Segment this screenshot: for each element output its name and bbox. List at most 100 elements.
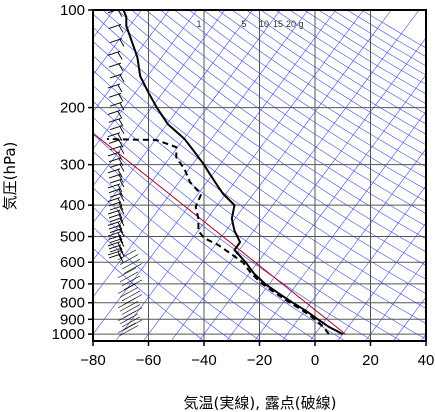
x-tick-label: 0 [311,352,319,369]
moist-reference-line [93,132,346,335]
wind-barbs [107,10,143,336]
wind-barb [108,244,122,250]
y-tick-label: 500 [60,229,85,246]
x-tick-label: −60 [136,352,161,369]
wind-barb [107,209,121,215]
wind-barb [121,316,141,328]
wind-barb [109,238,123,244]
pressure-gridlines [92,9,427,341]
wind-barb [109,163,123,168]
wind-barb-flag [118,25,124,33]
dry-adiabat [93,168,317,341]
wind-barb-flag [119,218,125,226]
wind-barb [108,188,122,194]
dry-adiabat [361,10,426,49]
wind-barb-flag [119,74,125,83]
mixing-ratio-labels: 1 5 10 15 20 g [196,19,303,29]
profile-series [106,10,344,335]
wind-barb [123,279,143,291]
dry-adiabat [93,150,346,341]
dry-adiabat [93,70,426,309]
mixing-ratio-label: 20 [286,19,296,29]
wind-barb [109,145,123,151]
wind-barb [109,217,123,223]
wind-barb [121,304,141,315]
wind-barb [108,213,122,219]
dry-adiabat [160,10,426,190]
isotherm [93,10,253,224]
wind-barb-flag [117,169,123,178]
y-tick-label: 700 [60,276,85,293]
wind-barb [109,178,123,184]
isotherm [309,185,426,341]
isotherm [281,148,426,341]
wind-barb-flag [117,184,123,193]
wind-barb-flag [118,140,124,148]
wind-barb [119,271,139,283]
wind-barb [107,132,121,138]
wind-barb-flag [118,236,124,244]
wind-barb [117,267,137,279]
wind-barb [121,258,141,270]
isotherm [226,74,426,341]
y-tick-label: 300 [60,157,85,174]
wind-barb [108,234,122,240]
isotherm [392,296,426,341]
dry-adiabat [231,10,426,135]
x-tick-label: 40 [418,352,435,369]
isotherm-lines [93,10,426,341]
wind-barb [107,110,121,115]
dry-adiabat [93,13,426,253]
dry-adiabat [145,10,426,202]
wind-barb [108,201,122,207]
wind-barb [108,173,122,179]
wind-barb [107,197,121,203]
wind-barb [119,300,139,312]
wind-barb-flag [117,222,123,230]
x-tick-label: −80 [80,352,105,369]
wind-barb [107,50,121,56]
wind-barb [108,117,122,123]
x-tick-label: 20 [362,352,379,369]
wind-barb [117,322,137,333]
wind-barb [109,101,123,107]
x-axis-ticks: −80 −60 −40 −20 0 20 40 [80,341,434,369]
wind-barb-flag [118,119,124,127]
wind-barb [123,263,143,274]
y-tick-label: 900 [60,311,85,328]
dry-adiabat [93,247,205,341]
wind-barb [108,253,122,259]
y-tick-label: 1000 [52,326,85,343]
wind-barb-flag [118,174,124,183]
wind-barb [123,319,143,331]
wind-barb-flag [119,193,125,202]
wind-barb [109,38,123,43]
x-tick-label: −20 [247,352,272,369]
wind-barb [109,73,123,79]
wind-barb-flag [119,126,125,134]
wind-barb [117,249,137,261]
wind-barb-flag [119,102,125,111]
dry-adiabat [93,26,426,266]
dry-adiabat [93,41,426,280]
dry-adiabat [102,10,426,240]
dry-adiabat [93,116,402,341]
reference-line [93,132,346,335]
wind-barb [117,297,137,309]
y-tick-label: 100 [60,2,85,19]
isotherm [93,10,198,150]
wind-barb [117,283,137,294]
y-tick-label: 600 [60,254,85,271]
dry-adiabat [93,55,426,294]
y-tick-label: 400 [60,197,85,214]
mixing-ratio-label: 5 [241,19,246,29]
dry-adiabat-lines [93,10,426,341]
wind-barb-flag [118,94,124,102]
wind-barb [108,138,122,144]
dry-adiabat [93,187,289,341]
dry-adiabat [93,133,374,341]
isotherm [115,10,364,341]
wind-barb-flag [117,84,123,93]
wind-barb [109,205,123,211]
